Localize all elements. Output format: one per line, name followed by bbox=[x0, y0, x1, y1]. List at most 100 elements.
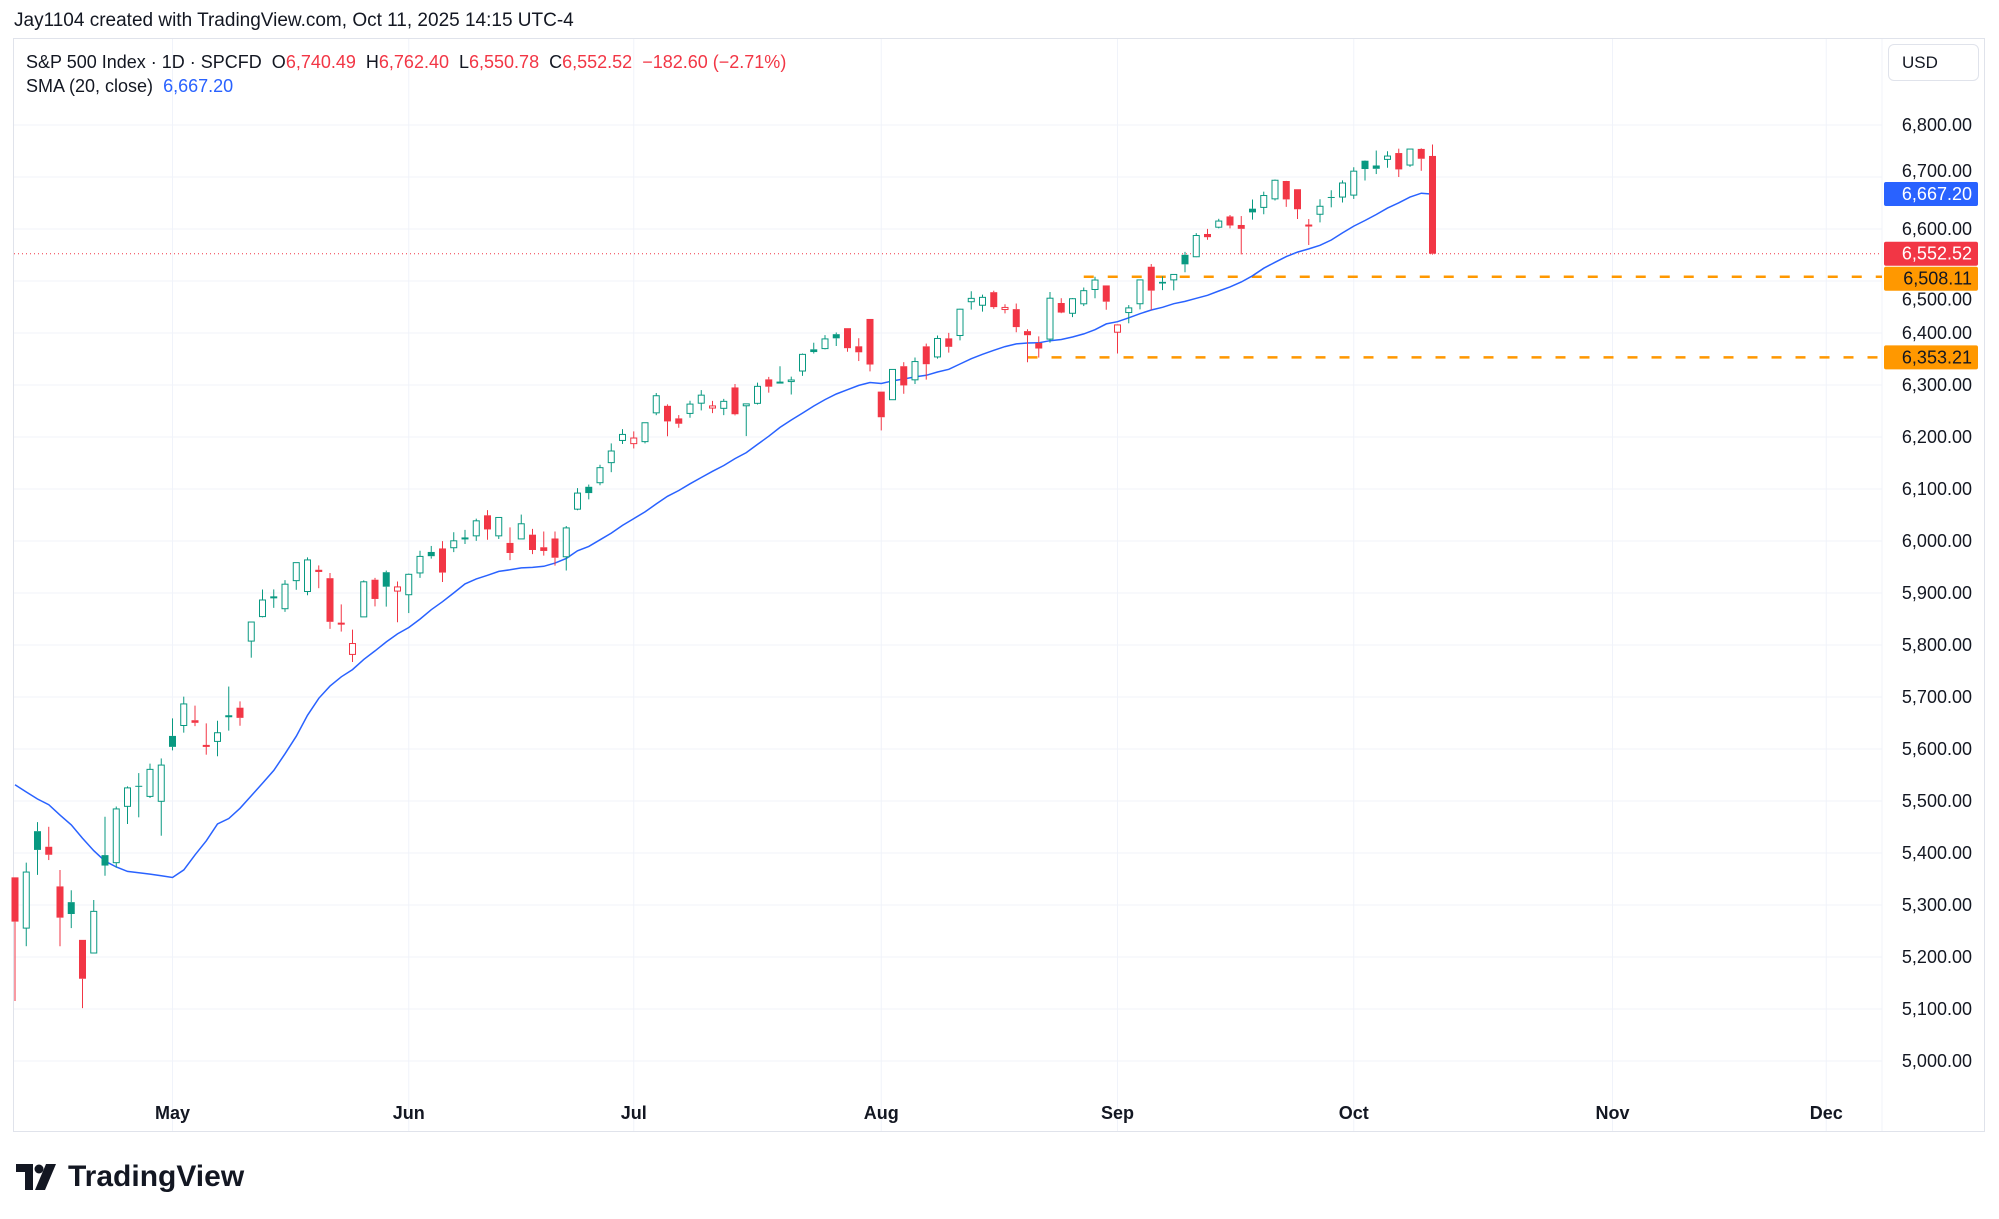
candle bbox=[911, 357, 919, 384]
candle bbox=[1114, 324, 1121, 354]
candle bbox=[1147, 264, 1155, 311]
candle-body bbox=[337, 622, 345, 625]
candle-body bbox=[1372, 165, 1380, 169]
candle bbox=[607, 443, 615, 473]
close-label: C bbox=[549, 52, 563, 72]
candle-body bbox=[551, 538, 559, 558]
y-tick-label: 6,300.00 bbox=[1902, 375, 1972, 395]
candle-body bbox=[742, 403, 750, 407]
candle-body bbox=[731, 387, 739, 415]
candle bbox=[664, 404, 671, 437]
currency-button[interactable]: USD bbox=[1888, 44, 1979, 81]
high-label: H bbox=[365, 52, 379, 72]
candle-body bbox=[90, 910, 98, 954]
price-label-level: 6,508.11 bbox=[1884, 266, 1978, 291]
candle bbox=[450, 532, 458, 553]
x-tick-label: Dec bbox=[1810, 1103, 1843, 1123]
candle-body bbox=[1249, 208, 1256, 213]
candle bbox=[1372, 150, 1380, 175]
candle-body bbox=[967, 297, 975, 303]
candle-body bbox=[641, 422, 649, 443]
candle bbox=[202, 723, 210, 755]
candle-body bbox=[585, 486, 593, 494]
symbol-legend-row[interactable]: S&P 500 Index · 1D · SPCFD O6,740.49 H6,… bbox=[26, 50, 786, 74]
candle bbox=[720, 398, 728, 416]
candle-body bbox=[607, 450, 615, 464]
candle-body bbox=[574, 492, 581, 510]
candle-body bbox=[1192, 235, 1200, 258]
y-tick-label: 6,600.00 bbox=[1902, 219, 1972, 239]
candle bbox=[1327, 190, 1335, 208]
candle-body bbox=[11, 877, 19, 922]
candle-body bbox=[799, 353, 806, 372]
candle-body bbox=[225, 715, 233, 718]
y-tick-label: 5,800.00 bbox=[1902, 635, 1972, 655]
candle bbox=[596, 464, 604, 486]
chart-legend: S&P 500 Index · 1D · SPCFD O6,740.49 H6,… bbox=[26, 50, 786, 98]
candle bbox=[877, 391, 885, 431]
candle-body bbox=[67, 902, 75, 914]
candle-body bbox=[540, 547, 548, 551]
tradingview-logo[interactable]: TradingView bbox=[16, 1160, 244, 1194]
candle-body bbox=[810, 349, 818, 353]
y-tick-label: 5,200.00 bbox=[1902, 947, 1972, 967]
candle bbox=[484, 510, 491, 540]
candle-body bbox=[900, 366, 908, 386]
candle-body bbox=[652, 395, 660, 414]
candle-body bbox=[1024, 331, 1031, 336]
candle-body bbox=[866, 318, 874, 365]
candle bbox=[945, 332, 953, 353]
candle-body bbox=[315, 569, 323, 572]
candle bbox=[551, 531, 559, 566]
candle bbox=[1339, 180, 1346, 203]
candle bbox=[1136, 279, 1144, 310]
candle bbox=[675, 415, 683, 428]
candle bbox=[1035, 336, 1043, 358]
candle-body bbox=[416, 555, 424, 574]
price-label-bg bbox=[1884, 241, 1978, 266]
candle bbox=[821, 335, 829, 350]
candle bbox=[1249, 199, 1256, 220]
candle bbox=[1316, 199, 1324, 223]
change-value: −182.60 (−2.71%) bbox=[642, 52, 787, 72]
x-tick-label: Jul bbox=[621, 1103, 647, 1123]
candle-body bbox=[1012, 309, 1020, 328]
candle bbox=[405, 573, 413, 614]
candle bbox=[529, 528, 536, 555]
candle bbox=[979, 294, 986, 312]
candle bbox=[371, 577, 379, 607]
candle-body bbox=[1114, 324, 1121, 333]
candle-body bbox=[191, 720, 199, 723]
candle bbox=[214, 720, 221, 757]
candle bbox=[540, 531, 548, 556]
candle-body bbox=[506, 542, 514, 553]
candle-body bbox=[439, 548, 446, 573]
candle-body bbox=[956, 308, 964, 337]
candle bbox=[270, 589, 278, 608]
y-tick-label: 6,400.00 bbox=[1902, 323, 1972, 343]
candle bbox=[11, 877, 19, 1002]
y-tick-label: 6,500.00 bbox=[1902, 290, 1972, 310]
candle bbox=[697, 390, 705, 411]
candle-body bbox=[169, 735, 176, 747]
y-tick-label: 6,700.00 bbox=[1902, 161, 1972, 181]
candle-body bbox=[22, 871, 30, 929]
candle bbox=[1159, 276, 1166, 291]
candle bbox=[56, 870, 64, 947]
candle-body bbox=[720, 400, 728, 409]
candle-body bbox=[1282, 180, 1290, 200]
candle bbox=[382, 570, 390, 607]
candle bbox=[180, 696, 188, 733]
candle-body bbox=[371, 579, 379, 599]
price-label-sma: 6,667.20 bbox=[1884, 182, 1978, 207]
candle bbox=[79, 939, 86, 1009]
sma-legend-row[interactable]: SMA (20, close) 6,667.20 bbox=[26, 74, 786, 98]
y-tick-label: 5,900.00 bbox=[1902, 583, 1972, 603]
candle bbox=[1384, 151, 1391, 168]
y-tick-label: 6,100.00 bbox=[1902, 479, 1972, 499]
candle bbox=[1215, 218, 1223, 229]
price-label-level: 6,353.21 bbox=[1884, 345, 1978, 370]
candle bbox=[394, 581, 401, 623]
candle-body bbox=[1102, 285, 1110, 302]
